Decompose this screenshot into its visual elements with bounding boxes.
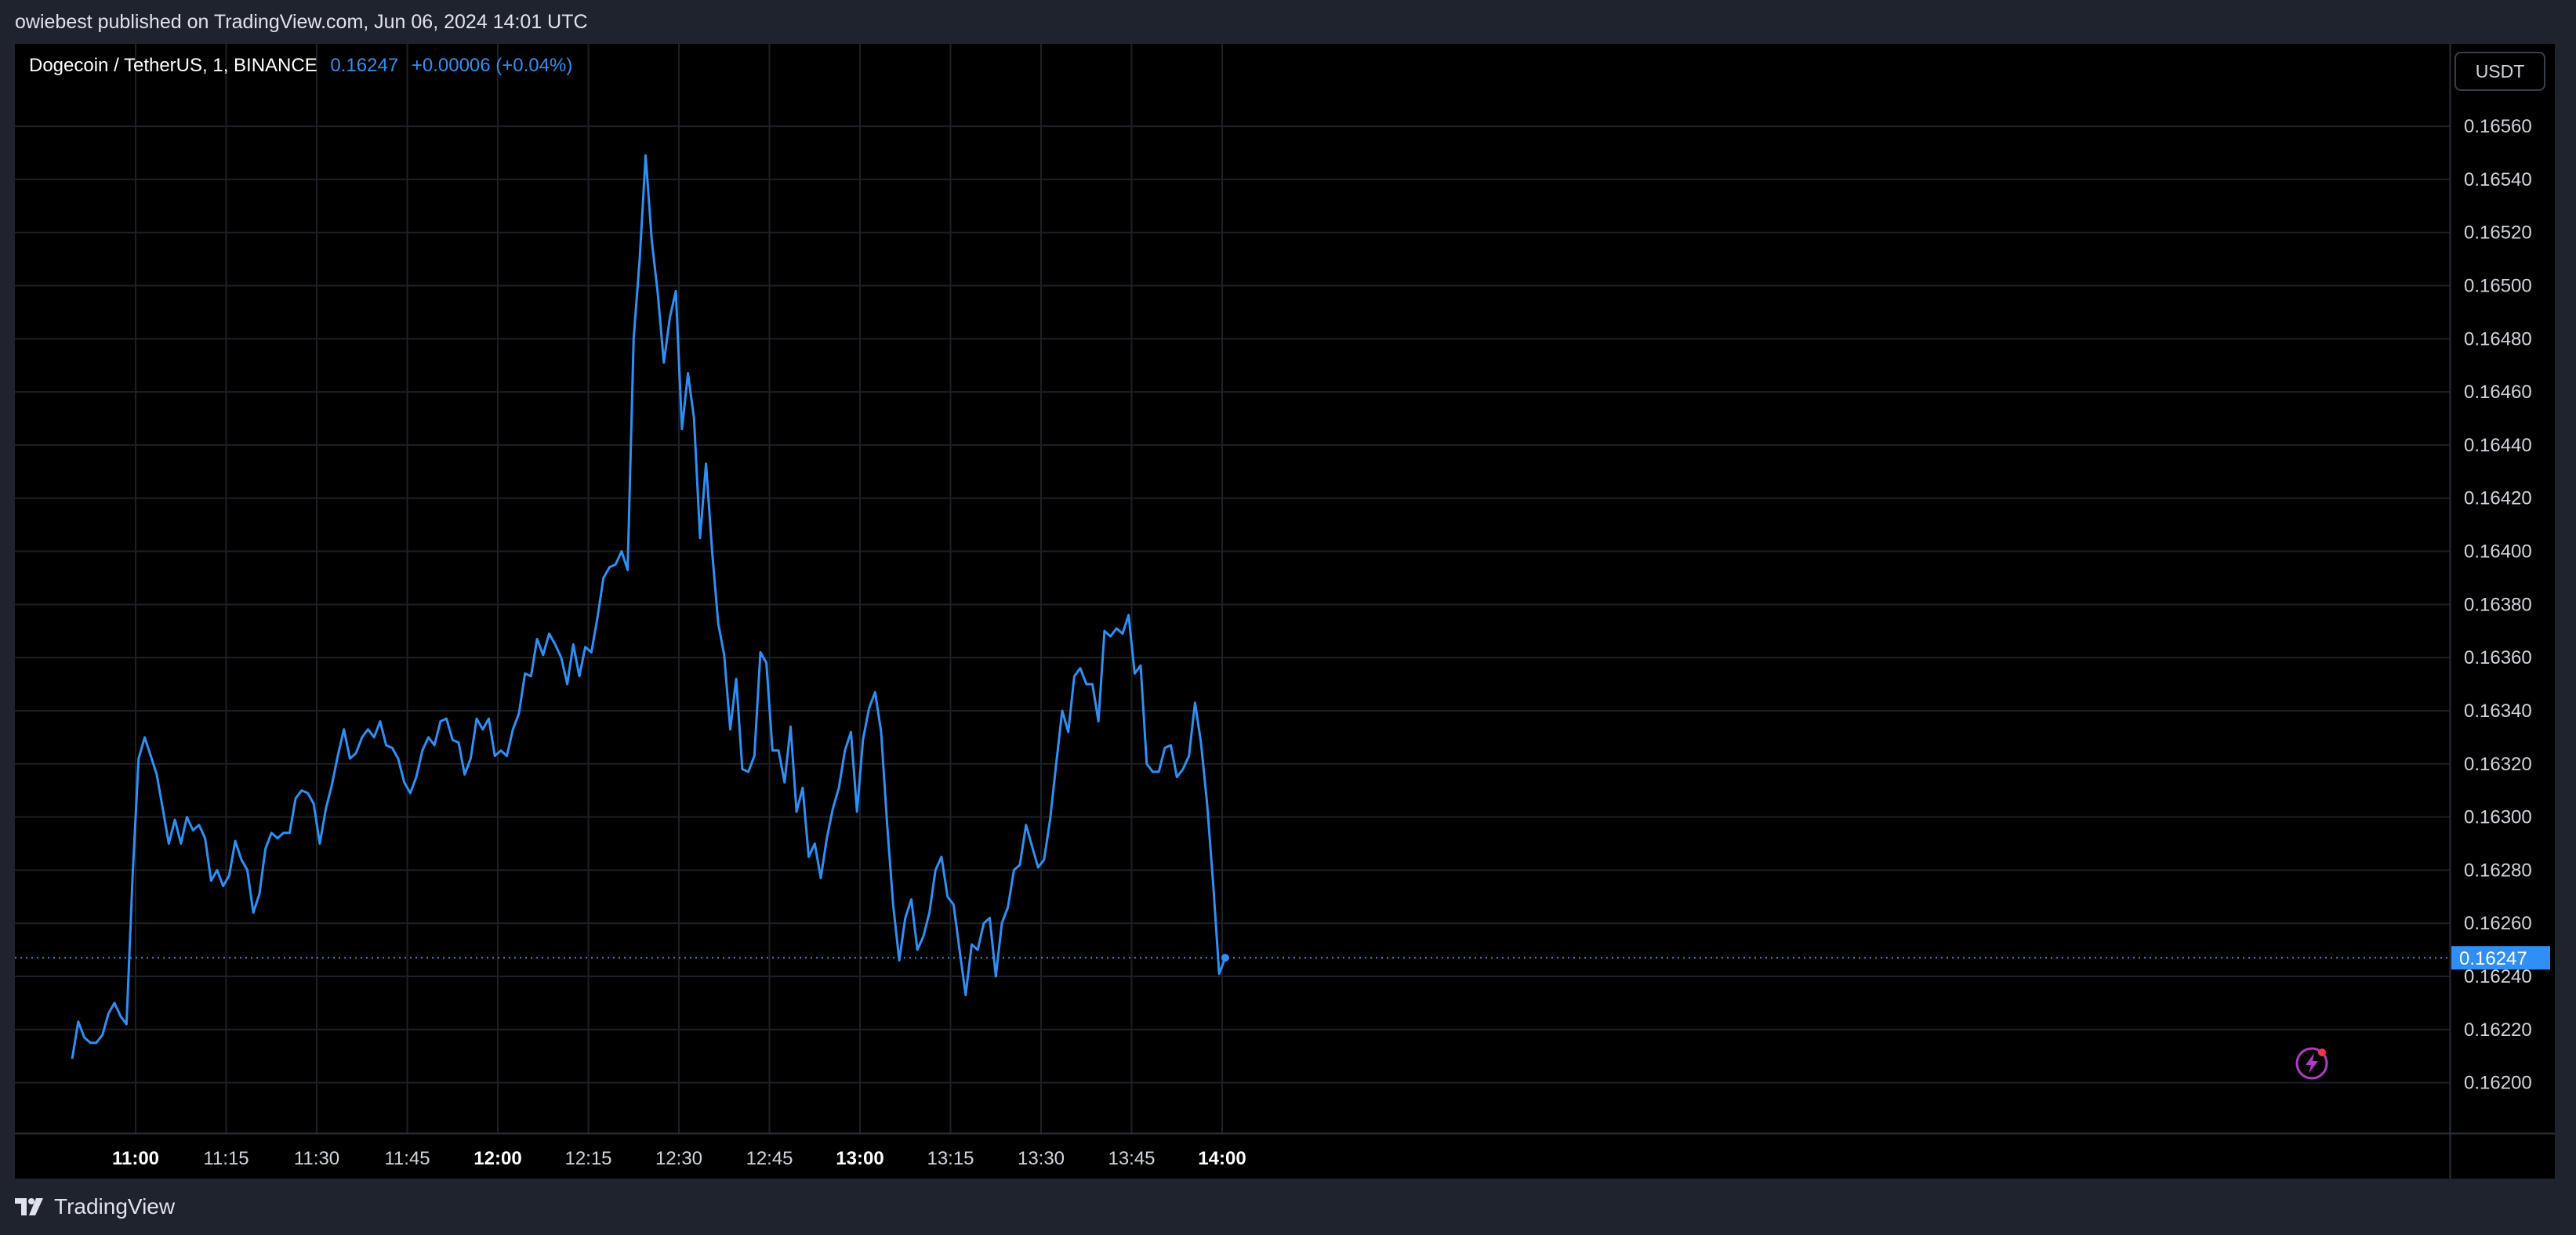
y-tick-label: 0.16420	[2464, 488, 2532, 509]
footer-bar: TradingView	[0, 1179, 2576, 1235]
x-tick-label: 12:30	[655, 1148, 702, 1169]
y-tick-label: 0.16280	[2464, 860, 2532, 881]
last-price-label-box	[2451, 946, 2550, 970]
price-chart[interactable]: 0.16200 0.16220 0.16240 0.16260 0.16280 0.163…	[15, 44, 2555, 1179]
header-bar: owiebest published on TradingView.com, J…	[0, 0, 2576, 44]
x-tick-label: 13:15	[927, 1148, 974, 1169]
y-tick-label: 0.16380	[2464, 594, 2532, 615]
y-tick-label: 0.16320	[2464, 754, 2532, 775]
x-tick-label: 13:30	[1018, 1148, 1065, 1169]
y-tick-label: 0.16460	[2464, 382, 2532, 403]
x-tick-label: 11:15	[203, 1148, 249, 1169]
y-tick-label: 0.16540	[2464, 169, 2532, 190]
grid-lines	[15, 44, 2450, 1133]
x-tick-label: 12:15	[564, 1148, 611, 1169]
chart-frame[interactable]: 0.16200 0.16220 0.16240 0.16260 0.16280 0.163…	[15, 44, 2555, 1179]
x-tick-label: 13:00	[836, 1148, 883, 1169]
y-tick-label: 0.16400	[2464, 541, 2532, 563]
x-tick-label: 14:00	[1198, 1148, 1246, 1169]
y-tick-label: 0.16440	[2464, 435, 2532, 456]
x-tick-label: 13:45	[1108, 1148, 1155, 1169]
tradingview-brand[interactable]: TradingView	[15, 1194, 175, 1219]
published-info: owiebest published on TradingView.com, J…	[15, 11, 588, 33]
last-price-label: 0.16247	[2459, 948, 2527, 969]
y-tick-label: 0.16200	[2464, 1073, 2532, 1094]
x-tick-label: 12:00	[473, 1148, 521, 1169]
y-tick-label: 0.16220	[2464, 1020, 2532, 1041]
y-tick-label: 0.16560	[2464, 116, 2532, 137]
tradingview-logo-icon	[15, 1198, 43, 1215]
y-tick-label: 0.16240	[2464, 966, 2532, 987]
y-tick-label: 0.16340	[2464, 701, 2532, 722]
symbol-legend: Dogecoin / TetherUS, 1, BINANCE 0.16247 …	[29, 55, 572, 77]
price-series-line[interactable]	[71, 154, 1227, 1059]
lightning-icon[interactable]	[2294, 1045, 2330, 1081]
x-tick-label: 11:00	[112, 1148, 159, 1169]
x-tick-label: 11:30	[294, 1148, 339, 1169]
y-tick-label: 0.16360	[2464, 647, 2532, 668]
y-tick-label: 0.16480	[2464, 328, 2532, 349]
x-tick-label: 12:45	[746, 1148, 793, 1169]
y-tick-label: 0.16260	[2464, 913, 2532, 934]
y-tick-label: 0.16300	[2464, 807, 2532, 828]
legend-price: 0.16247	[330, 55, 399, 76]
last-point-marker	[1221, 954, 1229, 962]
y-tick-label: 0.16520	[2464, 223, 2532, 244]
legend-change: +0.00006 (+0.04%)	[411, 55, 573, 76]
y-tick-label: 0.16500	[2464, 276, 2532, 297]
currency-button[interactable]: USDT	[2454, 52, 2545, 91]
symbol-title[interactable]: Dogecoin / TetherUS, 1, BINANCE	[29, 55, 317, 76]
axis-labels: 0.16200 0.16220 0.16240 0.16260 0.16280 0.163…	[112, 116, 2550, 1169]
brand-name: TradingView	[54, 1194, 176, 1219]
series-layer	[15, 154, 2450, 1059]
x-tick-label: 11:45	[384, 1148, 430, 1169]
axes	[15, 44, 2555, 1179]
